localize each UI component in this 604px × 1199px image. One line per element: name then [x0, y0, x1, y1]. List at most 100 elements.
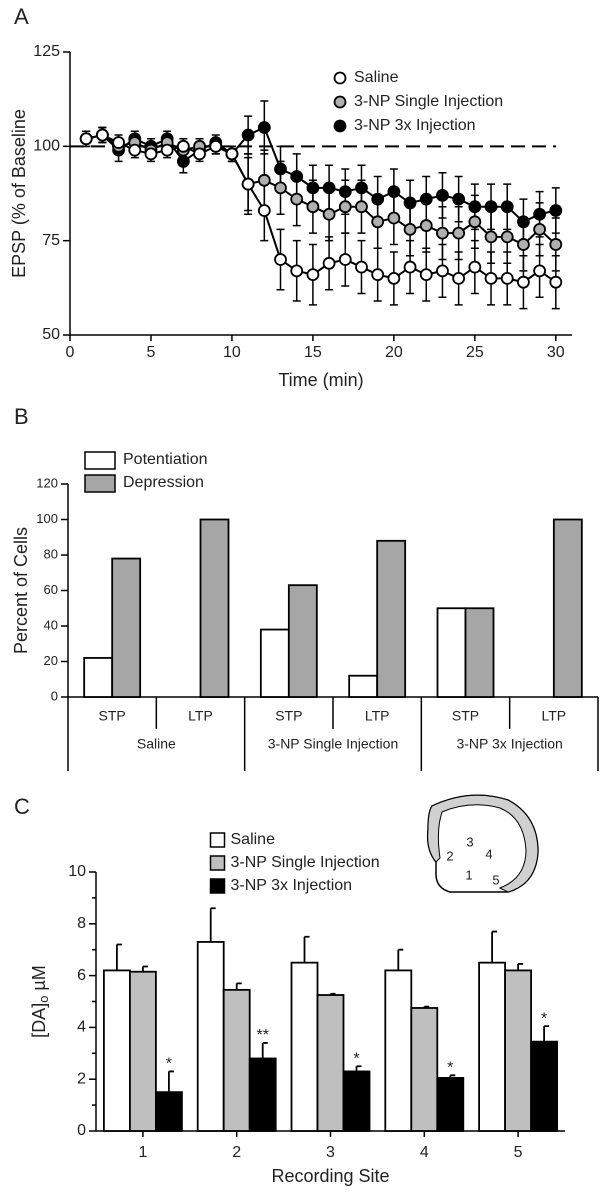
data-point [387, 271, 401, 285]
bar [464, 607, 495, 698]
x-tick-label: STP [99, 708, 126, 724]
bar [287, 584, 318, 698]
y-tick-label: 100 [33, 138, 60, 155]
data-point [403, 260, 417, 274]
y-tick-label: 10 [68, 863, 86, 880]
inset-label: 1 [465, 867, 472, 882]
panel-label: C [14, 794, 30, 819]
data-point [452, 192, 466, 206]
data-point [112, 136, 125, 149]
y-tick-label: 80 [44, 546, 58, 561]
data-point [257, 121, 271, 134]
y-axis-label: [DA]o µM [29, 965, 52, 1038]
error-bar [491, 930, 498, 963]
data-point [209, 139, 223, 153]
x-axis-label: Recording Site [271, 1166, 389, 1186]
data-point [517, 275, 530, 289]
y-tick-label: 40 [44, 617, 58, 632]
data-point [176, 139, 190, 153]
x-tick-label: 2 [232, 1144, 241, 1161]
legend-label: Saline [354, 69, 399, 86]
data-point [517, 238, 530, 251]
data-point [517, 215, 530, 229]
bar [348, 674, 379, 698]
data-point [549, 238, 563, 251]
data-point [225, 147, 239, 161]
x-tick-label: 30 [547, 344, 565, 361]
error-bar [303, 935, 310, 963]
legend-label: Depression [123, 474, 204, 491]
x-tick-label: 0 [66, 344, 75, 361]
data-point [436, 188, 449, 202]
legend-label: Potentiation [123, 451, 208, 468]
data-point [371, 215, 385, 229]
bar [504, 969, 533, 1132]
data-point [371, 192, 385, 206]
panel-label: B [14, 404, 29, 429]
data-point [403, 196, 417, 210]
bar [410, 1007, 439, 1132]
y-tick-label: 8 [77, 915, 86, 932]
error-bar [543, 1025, 550, 1042]
data-point [549, 204, 563, 217]
data-point [549, 275, 563, 289]
data-point [468, 200, 482, 214]
bar [222, 988, 251, 1132]
y-axis-label-text: EPSP (% of Baseline [9, 109, 29, 278]
data-point [290, 192, 304, 206]
data-point [79, 132, 93, 146]
bar [552, 518, 583, 698]
bar [478, 961, 507, 1132]
data-point [484, 230, 498, 244]
data-point [306, 200, 320, 214]
y-tick-label: 50 [42, 326, 60, 343]
legend-marker [333, 95, 347, 109]
y-axis-label: Percent of Cells [11, 527, 31, 654]
data-point [322, 256, 336, 270]
error-bar [261, 1042, 268, 1059]
data-point [468, 215, 482, 229]
legend-marker [333, 119, 347, 133]
error-bar [142, 965, 148, 972]
data-point [355, 200, 368, 214]
error-bar [235, 982, 242, 990]
bar [103, 969, 131, 1132]
x-tick-label: LTP [188, 708, 213, 724]
data-point [338, 185, 352, 199]
y-axis-label-subscript: o [36, 996, 51, 1003]
x-tick-label: 4 [420, 1144, 429, 1161]
data-point [484, 200, 498, 214]
bar [83, 657, 114, 698]
legend-swatch [209, 878, 226, 894]
y-tick-label: 6 [77, 967, 86, 984]
data-point [419, 219, 433, 232]
significance-label: * [166, 1056, 172, 1073]
bar [248, 1057, 277, 1132]
bar [436, 1077, 465, 1132]
legend-label: 3-NP 3x Injection [354, 117, 476, 134]
group-label: Saline [137, 736, 176, 752]
x-tick-label: 5 [514, 1144, 523, 1161]
inset-label: 3 [466, 834, 473, 849]
data-point [500, 271, 514, 285]
y-tick-label: 20 [44, 653, 58, 668]
y-axis-label-unit: µM [29, 965, 49, 990]
x-tick-label: 3 [326, 1144, 335, 1161]
error-bar [168, 1070, 174, 1093]
data-point [274, 253, 287, 266]
data-point [257, 173, 271, 187]
y-tick-label: 125 [33, 43, 60, 60]
x-tick-label: LTP [542, 708, 567, 724]
bar [384, 969, 413, 1132]
data-point [403, 222, 417, 236]
data-point [452, 271, 466, 285]
error-bar [329, 992, 336, 996]
bar [290, 961, 319, 1132]
legend-swatch [84, 451, 116, 470]
legend-swatch [84, 474, 116, 493]
legend-marker [333, 71, 347, 85]
x-tick-label: STP [275, 708, 302, 724]
bar [376, 539, 407, 698]
x-tick-label: 10 [223, 344, 241, 361]
data-point [241, 128, 255, 142]
